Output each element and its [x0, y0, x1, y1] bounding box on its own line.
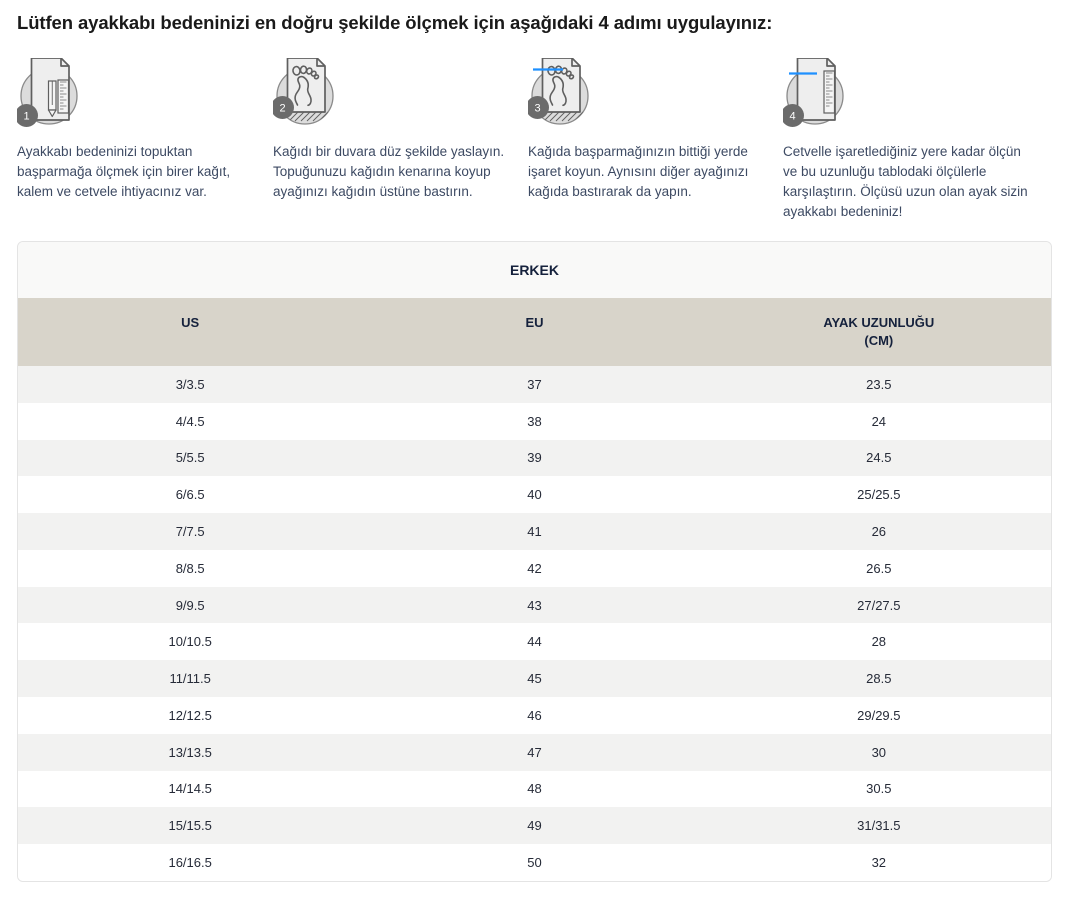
svg-text:1: 1	[23, 111, 29, 123]
svg-text:3: 3	[534, 103, 540, 115]
svg-text:2: 2	[279, 103, 285, 115]
svg-text:4: 4	[789, 111, 795, 123]
